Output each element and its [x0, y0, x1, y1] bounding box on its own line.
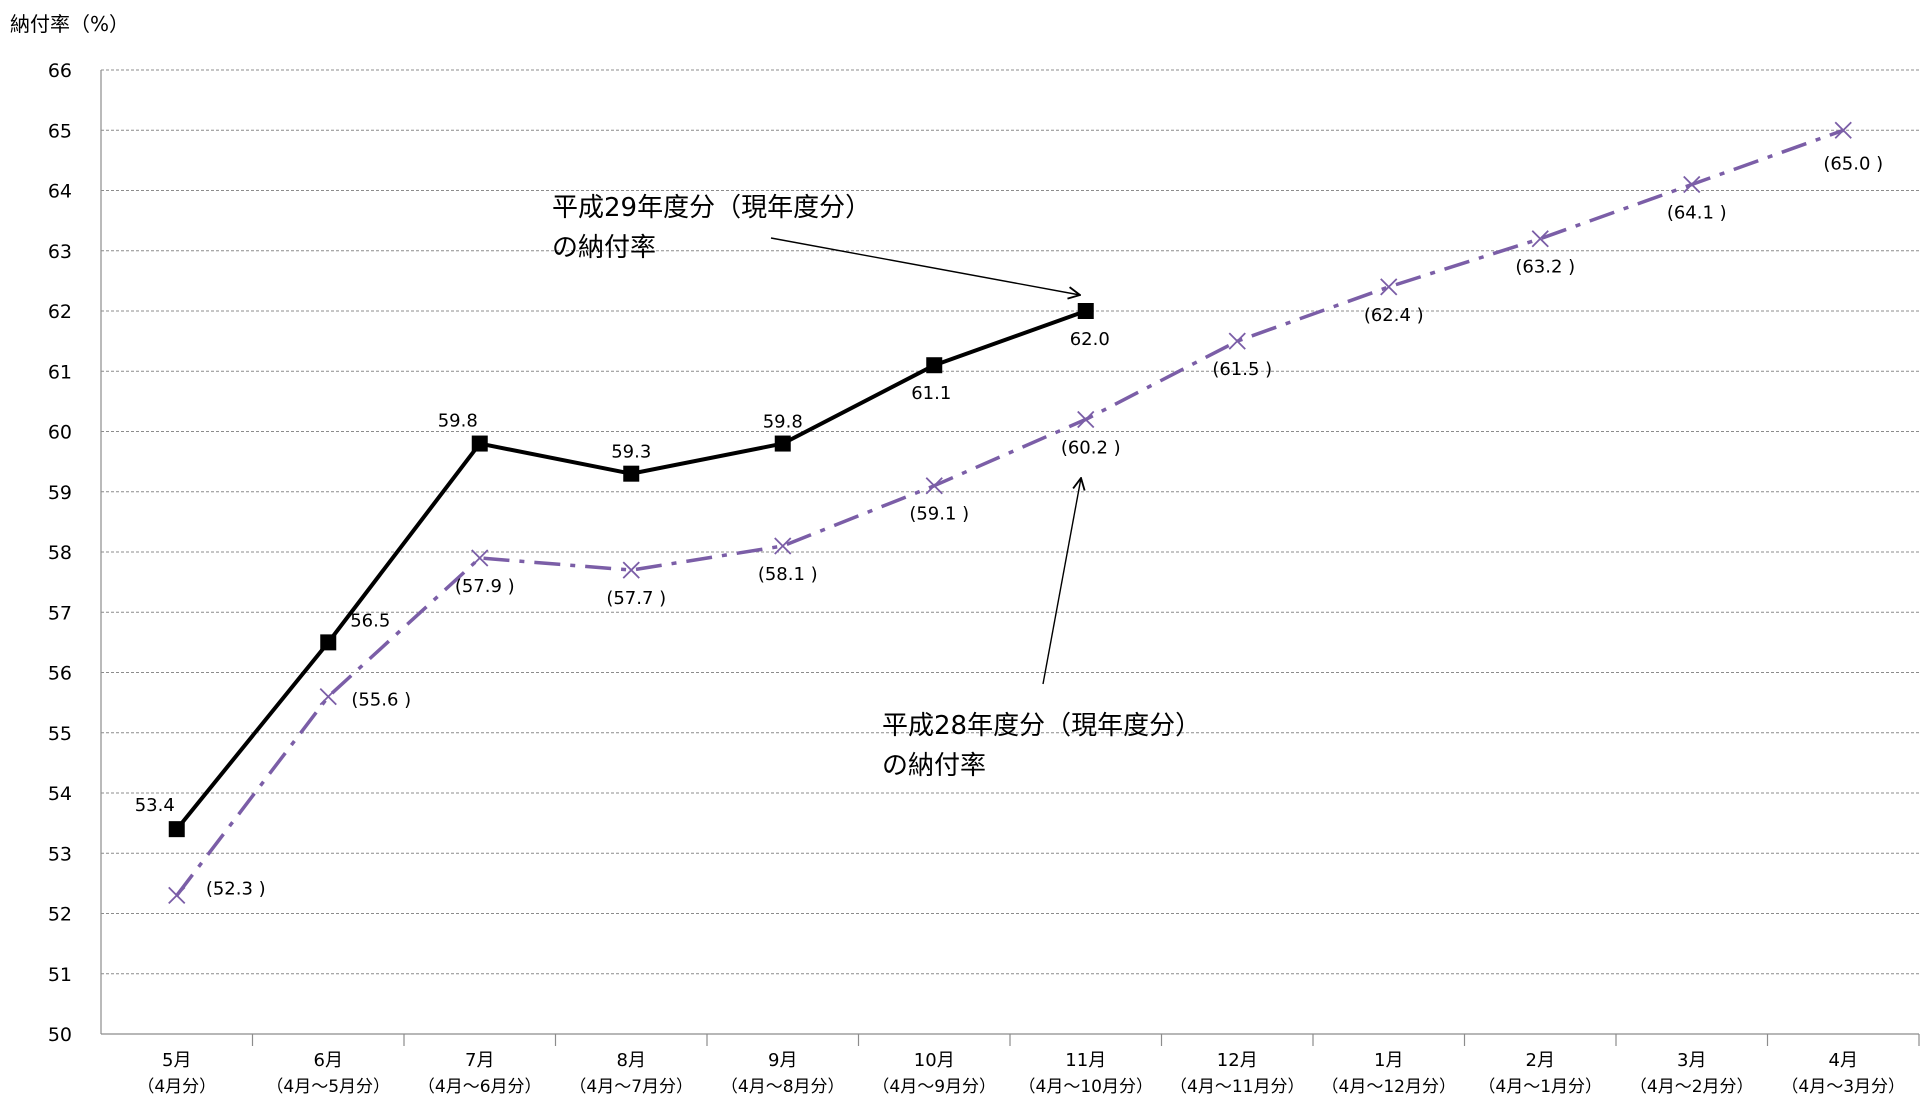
x-axis-ticks: 5月 （4月分） 6月 （4月～5月分） 7月 （4月～6月分） 8月 （4月～7月分） 9月 （…: [137, 1050, 1905, 1097]
point-marker: [774, 435, 791, 452]
y-axis-label: 納付率（%）: [10, 12, 129, 36]
data-label-h28: (65.0 ): [1823, 153, 1883, 174]
data-label-h28: (57.7 ): [606, 588, 666, 609]
y-tick-label: 53: [48, 843, 72, 865]
data-labels: 53.4 56.5 59.8 59.3 59.8 61.1 62.0 (52.3 ) (55.6…: [135, 153, 1883, 899]
x-tick-label-month: 7月: [465, 1050, 494, 1071]
x-tick-label-range: （4月～2月分）: [1630, 1077, 1754, 1097]
x-tick-label-range: （4月～12月分）: [1322, 1077, 1456, 1097]
data-label-h29: 61.1: [911, 383, 951, 404]
x-tick-label-range: （4月～7月分）: [569, 1077, 693, 1097]
point-marker: [1228, 332, 1246, 350]
y-tick-label: 66: [48, 60, 72, 82]
axes: [100, 70, 1920, 1046]
x-tick-label-month: 1月: [1374, 1050, 1403, 1071]
x-tick-label-range: （4月～5月分）: [266, 1077, 390, 1097]
x-tick-label-month: 8月: [617, 1050, 646, 1071]
point-marker: [168, 886, 186, 905]
x-tick-label-range: （4月～10月分）: [1019, 1077, 1153, 1097]
x-tick-label-range: （4月～3月分）: [1781, 1077, 1905, 1097]
point-marker: [1683, 175, 1701, 194]
data-label-h29: 59.8: [438, 411, 478, 432]
data-label-h29: 56.5: [350, 610, 390, 631]
point-marker: [774, 537, 792, 555]
annotation-arrow-h29: [770, 237, 1080, 295]
data-label-h29: 59.8: [763, 412, 803, 433]
annotation-h29-line1: 平成29年度分（現年度分）: [552, 193, 871, 223]
x-tick-label-range: （4月～11月分）: [1170, 1077, 1304, 1097]
y-tick-label: 60: [48, 422, 72, 444]
y-tick-label: 62: [48, 301, 72, 323]
y-tick-label: 54: [48, 783, 72, 805]
x-tick-label-month: 9月: [768, 1050, 797, 1071]
y-tick-label: 56: [48, 663, 72, 685]
annotation-h29-line2: の納付率: [552, 233, 656, 263]
y-tick-label: 57: [48, 602, 72, 624]
x-tick-label-month: 3月: [1677, 1050, 1706, 1071]
x-tick-label-range: （4月～9月分）: [872, 1077, 996, 1097]
point-marker: [471, 549, 489, 567]
y-tick-label: 52: [48, 904, 72, 926]
data-label-h29: 62.0: [1070, 329, 1110, 350]
y-tick-label: 65: [48, 120, 72, 142]
x-tick-label-range: （4月分）: [137, 1077, 216, 1097]
point-marker: [926, 357, 943, 374]
data-label-h28: (64.1 ): [1667, 202, 1727, 223]
x-tick-label-month: 4月: [1829, 1050, 1858, 1071]
x-tick-label-month: 2月: [1526, 1050, 1555, 1071]
point-marker: [622, 561, 640, 579]
x-tick-label-month: 10月: [914, 1050, 955, 1071]
point-marker: [319, 687, 337, 706]
annotation-h28-line2: の納付率: [882, 751, 986, 781]
point-marker: [471, 435, 488, 452]
x-tick-label-range: （4月～8月分）: [721, 1077, 845, 1097]
x-tick-label-range: （4月～1月分）: [1478, 1077, 1602, 1097]
data-label-h29: 59.3: [611, 442, 651, 463]
annotation-arrow-h28: [1042, 478, 1081, 685]
data-label-h28: (57.9 ): [455, 576, 515, 597]
point-marker: [320, 634, 337, 651]
gridlines: [101, 69, 1919, 975]
point-marker: [168, 821, 185, 838]
series-group: [168, 121, 1852, 905]
y-tick-label: 61: [48, 361, 72, 383]
y-tick-label: 51: [48, 964, 72, 986]
data-label-h28: (61.5 ): [1212, 359, 1272, 380]
y-tick-label: 63: [48, 241, 72, 263]
x-tick-label-range: （4月～6月分）: [418, 1077, 542, 1097]
data-label-h28: (52.3 ): [206, 878, 266, 899]
y-axis-ticks: 50 51 52 53 54 55 56 57 58 59 60 61 62 63 64 65 66: [48, 60, 72, 1046]
point-marker: [1077, 410, 1095, 429]
x-tick-label-month: 11月: [1065, 1050, 1106, 1071]
y-tick-label: 59: [48, 482, 72, 504]
annotation-h28-line1: 平成28年度分（現年度分）: [882, 711, 1201, 741]
x-tick-label-month: 6月: [314, 1050, 343, 1071]
y-tick-label: 58: [48, 542, 72, 564]
data-label-h28: (62.4 ): [1364, 305, 1424, 326]
x-tick-label-month: 12月: [1217, 1050, 1258, 1071]
data-label-h29: 53.4: [135, 795, 175, 816]
data-label-h28: (59.1 ): [909, 504, 969, 525]
y-tick-label: 55: [48, 723, 72, 745]
point-marker: [1077, 303, 1094, 319]
y-tick-label: 64: [48, 181, 72, 203]
data-label-h28: (55.6 ): [351, 690, 411, 711]
data-label-h28: (60.2 ): [1061, 437, 1121, 458]
data-label-h28: (63.2 ): [1515, 257, 1575, 278]
point-marker: [1834, 121, 1852, 139]
point-marker: [623, 465, 640, 482]
point-marker: [1380, 278, 1398, 296]
series-line-h28: [175, 128, 1844, 897]
x-tick-label-month: 5月: [162, 1050, 191, 1071]
y-tick-label: 50: [48, 1024, 72, 1046]
data-label-h28: (58.1 ): [758, 564, 818, 585]
point-marker: [925, 477, 943, 495]
point-marker: [1531, 230, 1549, 248]
